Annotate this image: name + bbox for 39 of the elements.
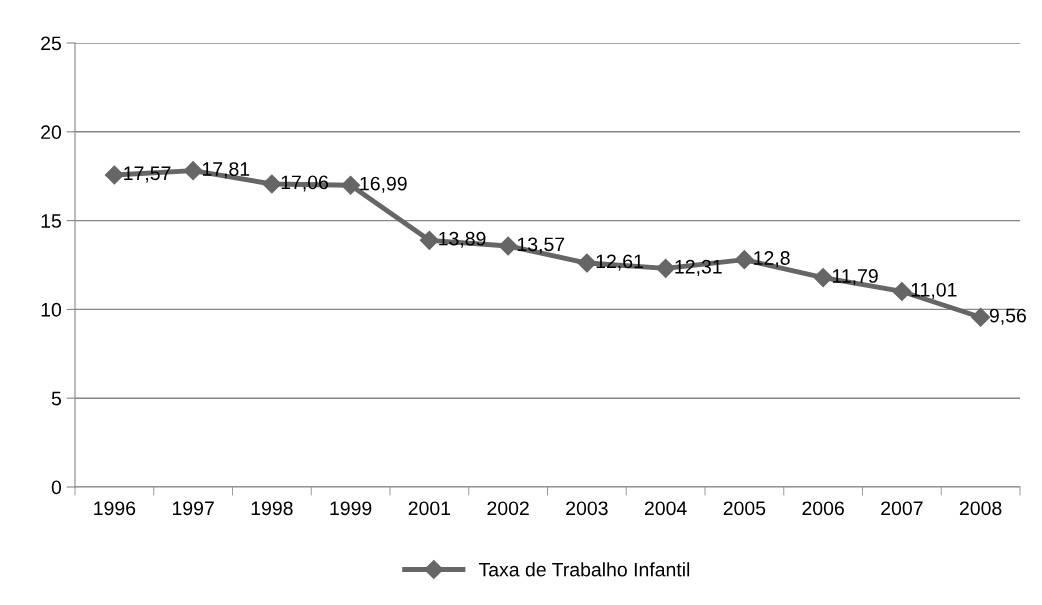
x-tick-label: 1997 [172, 501, 214, 516]
y-tick-label: 5 [51, 391, 61, 406]
point [498, 236, 518, 256]
y-tick-label: 25 [41, 36, 61, 51]
point [656, 258, 676, 278]
data-label: 16,99 [360, 176, 407, 193]
point [262, 174, 282, 194]
data-label: 13,57 [517, 237, 565, 254]
x-tick-label: 2001 [408, 501, 451, 516]
point [183, 161, 203, 181]
point [734, 250, 754, 270]
data-label: 17,81 [202, 162, 250, 179]
y-tick-label: 15 [41, 214, 61, 228]
point [577, 253, 597, 273]
point [341, 175, 361, 195]
data-label: 11,79 [832, 269, 878, 286]
x-tick-label: 2007 [881, 501, 923, 516]
x-tick-label: 1999 [330, 501, 372, 516]
data-label: 13,89 [439, 231, 486, 248]
x-tick-label: 2002 [487, 501, 529, 516]
x-tick-label: 1998 [251, 501, 293, 516]
data-label: 11,01 [911, 282, 957, 299]
x-tick-label: 2008 [959, 501, 1002, 516]
data-label: 12,8 [754, 251, 790, 268]
point [104, 165, 124, 185]
y-tick-label: 20 [41, 125, 62, 140]
y-tick-label: 10 [41, 302, 62, 317]
point [892, 281, 912, 301]
y-tick-label: 0 [51, 480, 62, 495]
x-tick-label: 2006 [802, 501, 844, 516]
x-tick-label: 2005 [723, 501, 766, 516]
point [419, 230, 439, 250]
x-tick-label: 1996 [94, 501, 136, 516]
legend-label: Taxa de Trabalho Infantil [478, 562, 690, 577]
x-tick-label: 2004 [644, 501, 687, 516]
data-label: 9,56 [989, 308, 1026, 325]
x-tick-label: 2003 [566, 501, 608, 516]
point [971, 307, 991, 327]
point [813, 268, 833, 288]
